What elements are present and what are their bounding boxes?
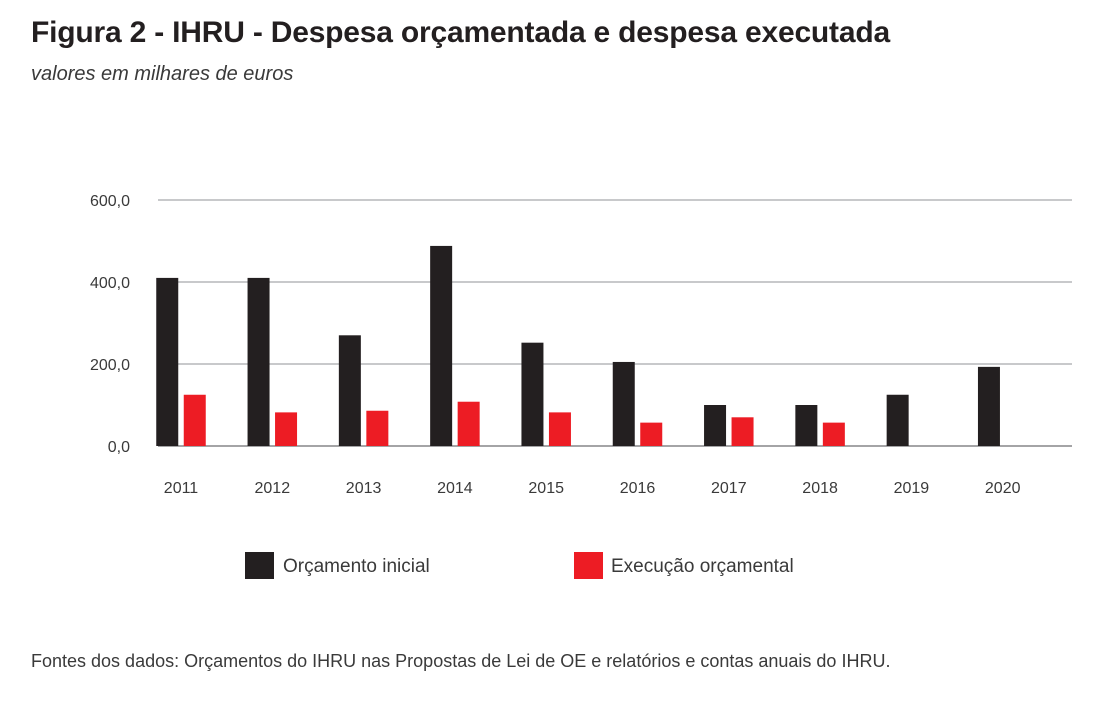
bar-orcamento-inicial bbox=[704, 405, 727, 446]
bar-execucao-orcamental bbox=[457, 401, 480, 446]
bars bbox=[156, 245, 1000, 446]
bar-execucao-orcamental bbox=[731, 417, 754, 446]
x-tick-label: 2016 bbox=[620, 480, 656, 497]
bar-orcamento-inicial bbox=[430, 245, 453, 446]
data-source-note: Fontes dos dados: Orçamentos do IHRU nas… bbox=[31, 651, 891, 671]
legend-swatch bbox=[245, 552, 274, 579]
chart-subtitle: valores em milhares de euros bbox=[31, 63, 294, 85]
y-tick-label: 600,0 bbox=[90, 193, 130, 210]
x-tick-label: 2014 bbox=[437, 480, 473, 497]
bar-execucao-orcamental bbox=[275, 412, 298, 446]
bar-execucao-orcamental bbox=[366, 410, 389, 446]
bar-orcamento-inicial bbox=[795, 405, 818, 446]
y-axis-ticks: 0,0 200,0 400,0 600,0 bbox=[90, 193, 130, 456]
bar-execucao-orcamental bbox=[183, 394, 206, 446]
legend-label: Execução orçamental bbox=[611, 556, 794, 577]
bar-orcamento-inicial bbox=[156, 277, 179, 446]
bar-execucao-orcamental bbox=[822, 422, 845, 446]
x-tick-label: 2013 bbox=[346, 480, 382, 497]
x-tick-label: 2017 bbox=[711, 480, 747, 497]
bar-orcamento-inicial bbox=[247, 277, 270, 446]
bar-execucao-orcamental bbox=[548, 412, 571, 446]
x-tick-label: 2020 bbox=[985, 480, 1021, 497]
x-tick-label: 2011 bbox=[164, 480, 199, 497]
bar-orcamento-inicial bbox=[521, 342, 544, 446]
x-axis-ticks: 2011 2012 2013 2014 2015 2016 2017 2018 2019 2020 bbox=[164, 480, 1021, 497]
x-tick-label: 2012 bbox=[255, 480, 291, 497]
bar-orcamento-inicial bbox=[977, 366, 1000, 446]
y-tick-label: 400,0 bbox=[90, 275, 130, 292]
y-tick-label: 200,0 bbox=[90, 357, 130, 374]
bar-orcamento-inicial bbox=[886, 394, 909, 446]
x-tick-label: 2018 bbox=[802, 480, 838, 497]
x-tick-label: 2015 bbox=[528, 480, 564, 497]
bar-execucao-orcamental bbox=[640, 422, 663, 446]
bar-orcamento-inicial bbox=[338, 335, 361, 446]
bar-orcamento-inicial bbox=[612, 361, 635, 446]
legend: Orçamento inicial Execução orçamental bbox=[245, 552, 794, 579]
legend-label: Orçamento inicial bbox=[283, 556, 430, 577]
x-tick-label: 2019 bbox=[894, 480, 930, 497]
chart-title: Figura 2 - IHRU - Despesa orçamentada e … bbox=[31, 16, 890, 49]
y-tick-label: 0,0 bbox=[108, 439, 130, 456]
legend-swatch bbox=[574, 552, 603, 579]
